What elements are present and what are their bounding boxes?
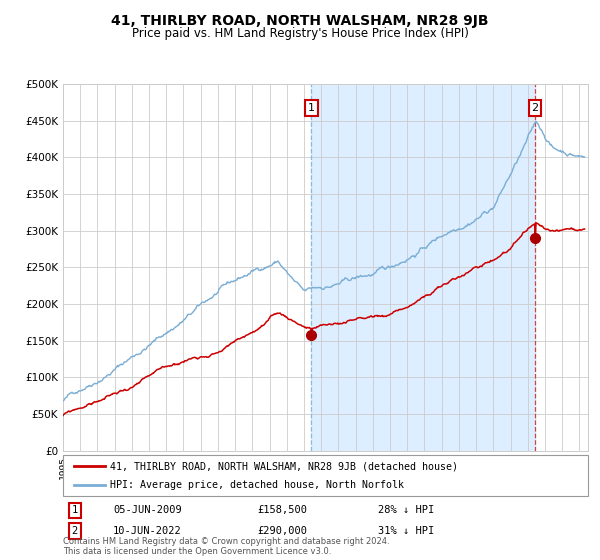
Text: Price paid vs. HM Land Registry's House Price Index (HPI): Price paid vs. HM Land Registry's House … xyxy=(131,27,469,40)
Text: 28% ↓ HPI: 28% ↓ HPI xyxy=(378,506,434,515)
Text: 31% ↓ HPI: 31% ↓ HPI xyxy=(378,526,434,536)
Text: 2: 2 xyxy=(71,526,77,536)
Text: £290,000: £290,000 xyxy=(257,526,307,536)
Text: 41, THIRLBY ROAD, NORTH WALSHAM, NR28 9JB: 41, THIRLBY ROAD, NORTH WALSHAM, NR28 9J… xyxy=(111,14,489,28)
FancyBboxPatch shape xyxy=(63,455,588,496)
Text: 1: 1 xyxy=(308,103,315,113)
Text: HPI: Average price, detached house, North Norfolk: HPI: Average price, detached house, Nort… xyxy=(110,480,404,491)
Text: Contains HM Land Registry data © Crown copyright and database right 2024.
This d: Contains HM Land Registry data © Crown c… xyxy=(63,536,389,556)
Text: 2: 2 xyxy=(532,103,539,113)
Text: 10-JUN-2022: 10-JUN-2022 xyxy=(113,526,182,536)
Text: 05-JUN-2009: 05-JUN-2009 xyxy=(113,506,182,515)
Text: £158,500: £158,500 xyxy=(257,506,307,515)
Bar xyxy=(311,84,535,451)
Text: 1: 1 xyxy=(71,506,77,515)
Text: 41, THIRLBY ROAD, NORTH WALSHAM, NR28 9JB (detached house): 41, THIRLBY ROAD, NORTH WALSHAM, NR28 9J… xyxy=(110,461,458,471)
